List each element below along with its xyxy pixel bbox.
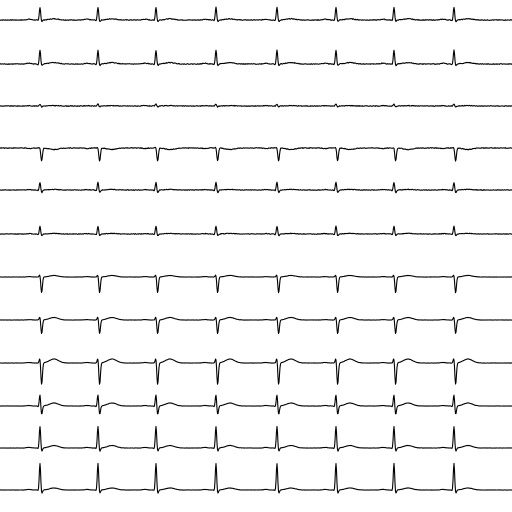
lead-trace-3 — [0, 103, 512, 108]
lead-trace-7 — [0, 274, 512, 294]
lead-trace-9 — [0, 358, 512, 385]
lead-trace-12 — [0, 462, 512, 494]
lead-trace-5 — [0, 181, 512, 194]
lead-trace-2 — [0, 49, 512, 67]
lead-trace-10 — [0, 394, 512, 415]
lead-traces — [0, 6, 512, 494]
lead-trace-1 — [0, 6, 512, 23]
lead-trace-8 — [0, 316, 512, 335]
lead-trace-11 — [0, 425, 512, 452]
lead-trace-6 — [0, 225, 512, 237]
lead-trace-4 — [0, 146, 512, 162]
